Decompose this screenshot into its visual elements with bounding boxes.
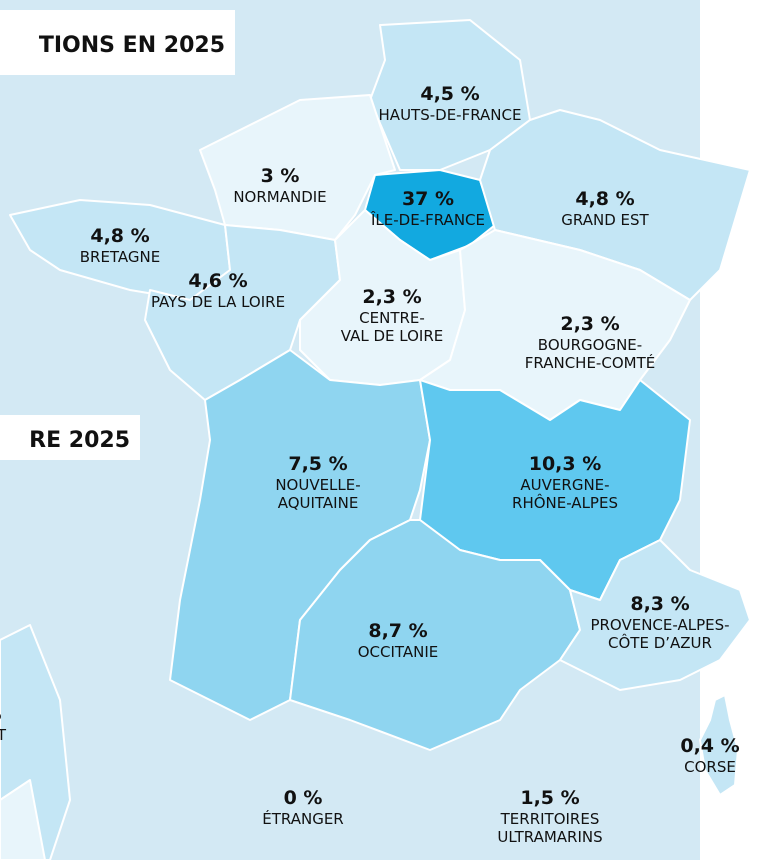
region-name: TERRITOIRES: [500, 810, 600, 828]
region-share: 4,5 %: [420, 83, 479, 105]
region-name: NORMANDIE: [233, 188, 326, 206]
region-name: BRETAGNE: [80, 248, 161, 266]
region-name: AUVERGNE-: [520, 476, 609, 494]
region-share: 1,5 %: [520, 787, 579, 809]
region-name: ÎLE-DE-FRANCE: [370, 210, 485, 229]
region: [0, 779, 46, 860]
region: [699, 694, 739, 796]
region-share: 37 %: [402, 188, 454, 210]
region-name: VAL DE LOIRE: [341, 327, 443, 345]
region-share: 2,3 %: [362, 286, 421, 308]
region-share: 4,6 %: [188, 270, 247, 292]
title-box: [0, 10, 235, 75]
region-share: 4,8 %: [575, 188, 634, 210]
region-name: CORSE: [684, 758, 736, 776]
region-share: 2,3 %: [560, 313, 619, 335]
region-name: GRAND EST: [561, 211, 649, 229]
labels: 4,5 %HAUTS-DE-FRANCE 3 %NORMANDIE 37 %ÎLE-…: [0, 83, 740, 846]
region-name: CÔTE D’AZUR: [608, 633, 712, 652]
region-name: ULTRAMARINS: [497, 828, 602, 846]
region-share: 8,3 %: [630, 593, 689, 615]
region: [369, 19, 531, 171]
region-share: 8,7 %: [368, 620, 427, 642]
region-name: HAUTS-DE-FRANCE: [379, 106, 522, 124]
region-name: EST: [0, 726, 7, 744]
region-share: %: [0, 703, 2, 725]
region-name: ÉTRANGER: [262, 809, 343, 828]
region-share: 0,4 %: [680, 735, 739, 757]
region-share: 0 %: [284, 787, 323, 809]
region-name: RHÔNE-ALPES: [512, 493, 618, 512]
region-name: NOUVELLE-: [275, 476, 360, 494]
region-share: 3 %: [261, 165, 300, 187]
region-name: BOURGOGNE-: [538, 336, 642, 354]
region-name: AQUITAINE: [278, 494, 359, 512]
regions: [0, 19, 751, 860]
region-share: 10,3 %: [529, 453, 602, 475]
region-name: PROVENCE-ALPES-: [590, 616, 729, 634]
region-share: 4,8 %: [90, 225, 149, 247]
region: [559, 539, 751, 691]
region-name: CENTRE-: [359, 309, 425, 327]
region-name: OCCITANIE: [358, 643, 439, 661]
title: TIONS EN 2025: [39, 33, 225, 58]
region-name: PAYS DE LA LOIRE: [151, 293, 285, 311]
title: RE 2025: [29, 428, 130, 453]
title-box: [0, 415, 140, 460]
region: [199, 94, 396, 241]
region-share: 7,5 %: [288, 453, 347, 475]
region-name: FRANCHE-COMTÉ: [525, 353, 655, 372]
